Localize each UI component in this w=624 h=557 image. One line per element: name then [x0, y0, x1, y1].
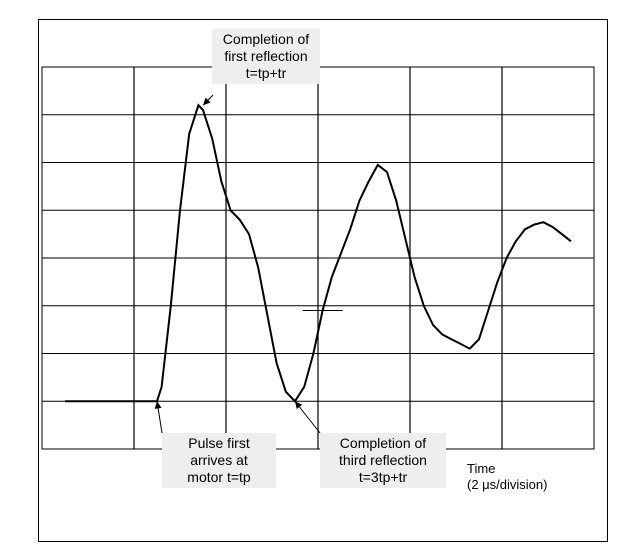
chart-frame — [38, 19, 608, 542]
annotation-line: Completion of — [339, 435, 427, 451]
annotation-line: arrives at — [190, 452, 248, 468]
annotation-line: Completion of — [222, 31, 310, 47]
annotation-line: t=3tp+tr — [358, 469, 408, 485]
annotation-line: Pulse first — [188, 435, 250, 451]
annotation-line: third reflection — [339, 452, 427, 468]
x-axis-unit: (2 μs/division) — [467, 477, 548, 492]
x-axis-title: Time — [467, 461, 496, 476]
annotation-first-reflection: Completion of first reflection t=tp+tr — [212, 29, 320, 84]
annotation-arrowhead — [154, 401, 162, 409]
annotation-line: first reflection — [224, 48, 308, 64]
annotation-line: motor t=tp — [187, 469, 251, 485]
grid — [42, 67, 594, 449]
annotation-arrowhead — [203, 97, 211, 106]
annotation-pulse-first: Pulse first arrives at motor t=tp — [162, 433, 276, 488]
waveform-line — [65, 103, 572, 403]
x-axis-label: Time (2 μs/division) — [467, 461, 547, 493]
annotation-arrows — [154, 94, 321, 434]
annotation-third-reflection: Completion of third reflection t=3tp+tr — [320, 433, 446, 488]
annotation-line: t=tp+tr — [245, 65, 287, 81]
annotation-arrowhead — [295, 401, 303, 410]
